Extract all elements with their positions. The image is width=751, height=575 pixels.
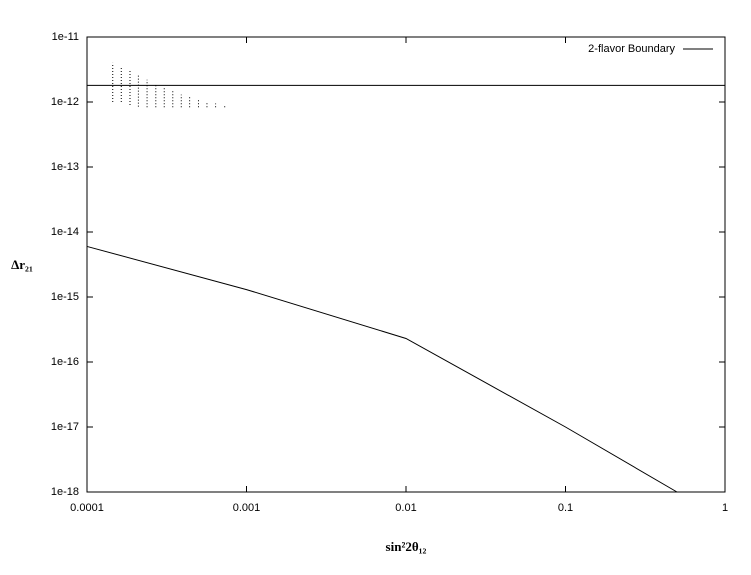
- y-tick-label: 1e-18: [51, 486, 79, 498]
- y-tick-label: 1e-17: [51, 421, 79, 433]
- x-tick-label: 0.0001: [70, 502, 104, 514]
- y-tick-label: 1e-14: [51, 226, 79, 238]
- y-tick-label: 1e-15: [51, 291, 79, 303]
- y-tick-label: 1e-16: [51, 356, 79, 368]
- x-axis-label: sin²2θ₁₂: [386, 539, 427, 554]
- plot-frame: [86, 36, 726, 493]
- y-tick-label: 1e-12: [51, 96, 79, 108]
- legend-label: 2-flavor Boundary: [588, 43, 675, 55]
- y-tick-label: 1e-11: [52, 31, 79, 43]
- y-axis-label: Δr₂₁: [11, 257, 33, 272]
- x-tick-label: 0.001: [233, 502, 261, 514]
- x-tick-label: 0.1: [558, 502, 573, 514]
- x-tick-label: 1: [722, 502, 728, 514]
- data-line: [86, 245, 678, 493]
- x-tick-label: 0.01: [395, 502, 416, 514]
- y-tick-label: 1e-13: [51, 161, 79, 173]
